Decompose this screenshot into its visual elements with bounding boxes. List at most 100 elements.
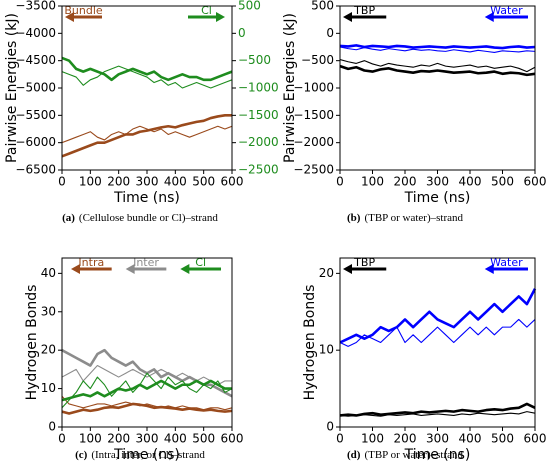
legend-arrowhead: [484, 12, 494, 22]
x-tick-label: 200: [107, 432, 130, 446]
caption-panel: (d): [347, 449, 361, 461]
x-tick-label: 600: [524, 175, 547, 189]
legend-label: Intra: [78, 256, 104, 269]
data-line: [61, 395, 233, 411]
legend-arrowhead: [343, 12, 352, 22]
y-tick-label: 20: [41, 343, 56, 357]
data-line: [339, 288, 537, 344]
y-tick-label: −3500: [15, 0, 56, 13]
y-tick-label: 0: [48, 420, 56, 434]
y-axis-label: Hydrogen Bonds: [302, 285, 318, 401]
x-tick-label: 100: [79, 432, 102, 446]
legend-label: Cl: [201, 4, 212, 17]
y-tick-label: −6500: [15, 163, 56, 177]
x-axis-label: Time (ns): [404, 190, 471, 206]
x-axis-label: Time (ns): [113, 447, 180, 463]
y-tick-label: −2000: [293, 135, 334, 149]
data-line: [61, 402, 233, 415]
y2-tick-label: 0: [238, 26, 246, 40]
data-line: [61, 364, 232, 386]
y-axis-label: Hydrogen Bonds: [24, 285, 40, 401]
data-line: [339, 318, 536, 347]
x-tick-label: 300: [426, 432, 449, 446]
panel: Intra Inter Cl 0 100 200 300 400 500 600 0 10 20 30 40…: [24, 256, 243, 463]
legend-label: Inter: [133, 256, 159, 269]
x-tick-label: 300: [426, 175, 449, 189]
legend-arrowhead: [484, 264, 494, 274]
legend-arrowhead: [71, 264, 80, 274]
data-line: [339, 64, 536, 77]
x-axis-label: Time (ns): [404, 447, 471, 463]
legend-arrowhead: [125, 264, 135, 274]
plot-frame: [339, 257, 536, 428]
legend-label: Bundle: [64, 4, 103, 17]
y2-tick-label: 500: [238, 0, 261, 13]
y-tick-label: −1000: [293, 81, 334, 95]
legend-label: TBP: [353, 4, 375, 17]
x-tick-label: 400: [459, 175, 482, 189]
y-tick-label: 0: [326, 26, 334, 40]
y2-tick-label: −2500: [238, 163, 279, 177]
x-tick-label: 100: [361, 432, 384, 446]
x-tick-label: 600: [524, 432, 547, 446]
x-tick-label: 0: [336, 175, 344, 189]
y-tick-label: 10: [319, 343, 334, 357]
x-axis-label: Time (ns): [113, 190, 180, 206]
x-tick-label: 300: [136, 432, 159, 446]
data-line: [61, 125, 233, 144]
x-tick-label: 500: [491, 175, 514, 189]
caption-text: (Cellulose bundle or Cl)–strand: [79, 212, 219, 224]
legend-arrowhead: [216, 12, 225, 22]
data-line: [339, 44, 536, 50]
caption-panel: (b): [347, 212, 361, 224]
caption: (d) (TBP or water)–strand: [347, 449, 464, 461]
data-line: [61, 114, 232, 158]
plot-frame: [339, 5, 536, 171]
x-tick-label: 400: [164, 175, 187, 189]
y-tick-label: −5000: [15, 81, 56, 95]
x-tick-label: 100: [361, 175, 384, 189]
legend-label: Cl: [195, 256, 206, 269]
x-tick-label: 300: [136, 175, 159, 189]
legend-label: Water: [490, 256, 523, 269]
x-tick-label: 500: [192, 432, 215, 446]
data-line: [339, 46, 536, 54]
x-tick-label: 400: [164, 432, 187, 446]
caption-text: (Intra, inter, or Cl)–strand: [91, 449, 205, 461]
y-tick-label: −500: [301, 53, 334, 67]
caption-text: (TBP or water)–strand: [364, 212, 463, 224]
x-tick-label: 200: [394, 175, 417, 189]
caption: (b) (TBP or water)–strand: [347, 212, 464, 224]
y-axis-label: Pairwise Energies (kJ): [4, 13, 20, 163]
x-tick-label: 500: [192, 175, 215, 189]
data-line: [339, 59, 536, 73]
x-tick-label: 100: [79, 175, 102, 189]
legend-arrowhead: [180, 264, 190, 274]
x-tick-label: 400: [459, 432, 482, 446]
plot-frame: [61, 257, 233, 428]
data-line: [339, 411, 536, 417]
y2-tick-label: −500: [238, 53, 271, 67]
data-line: [339, 402, 536, 417]
legend-label: TBP: [353, 256, 375, 269]
y-tick-label: −1500: [293, 108, 334, 122]
data-line: [61, 379, 232, 402]
y-tick-label: 10: [41, 381, 56, 395]
data-line: [61, 372, 233, 409]
caption-panel: (a): [62, 212, 75, 224]
caption-panel: (c): [75, 449, 88, 461]
x-tick-label: 0: [336, 432, 344, 446]
y-tick-label: 30: [41, 304, 56, 318]
y2-tick-label: −1500: [238, 108, 279, 122]
x-tick-label: 500: [491, 432, 514, 446]
x-tick-label: 200: [107, 175, 130, 189]
y-tick-label: 20: [319, 266, 334, 280]
y-tick-label: −2500: [293, 163, 334, 177]
panel: TBP Water 0 100 200 300 400 500 600 −2500 −2000 −15…: [282, 0, 546, 224]
caption: (c) (Intra, inter, or Cl)–strand: [75, 449, 205, 461]
y-tick-label: 40: [41, 266, 56, 280]
y-tick-label: 500: [311, 0, 334, 13]
y-tick-label: −4500: [15, 53, 56, 67]
x-tick-label: 600: [221, 175, 244, 189]
